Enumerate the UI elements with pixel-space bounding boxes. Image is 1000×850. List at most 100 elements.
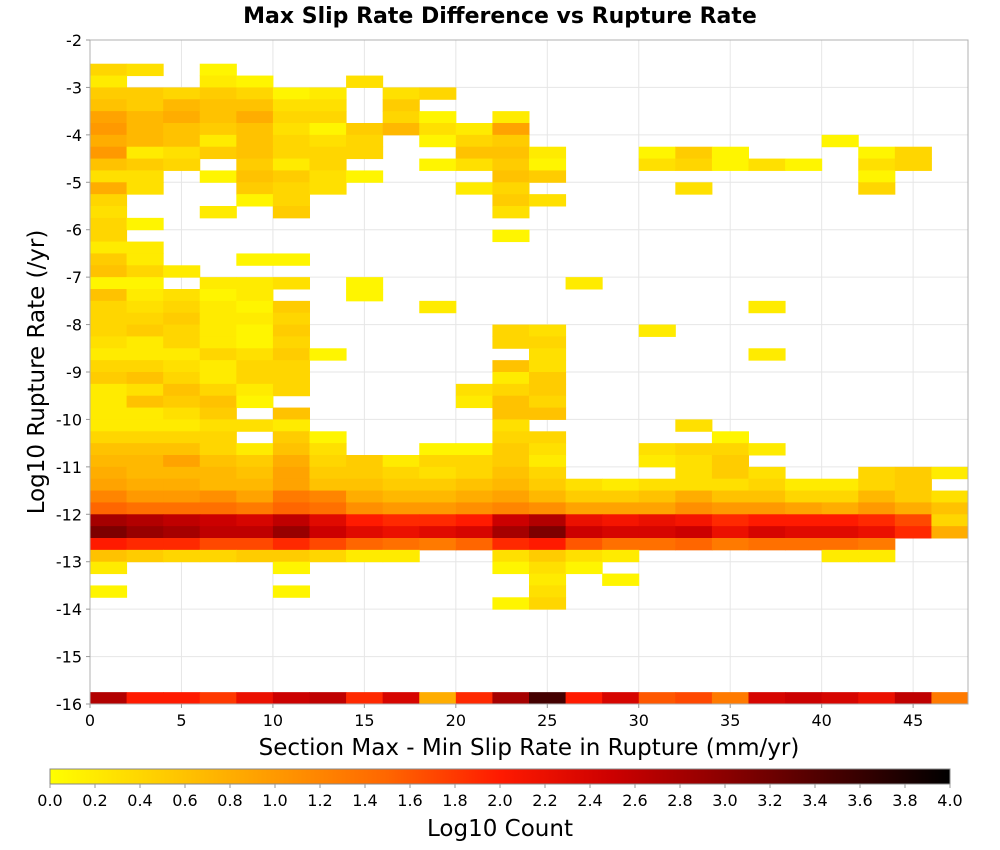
colorbar-ticks: 0.0 0.2 0.4 0.6 0.8 1.0 1.2 1.4 1.6 1.8 2.0 2.2 2.4 2…: [37, 784, 963, 810]
heatmap-cell: [199, 372, 237, 385]
heatmap-cell: [199, 526, 237, 539]
heatmap-cell: [163, 99, 201, 112]
heatmap-cell: [163, 455, 201, 468]
heatmap-cell: [163, 395, 201, 409]
heatmap-cell: [455, 692, 493, 705]
heatmap-cell: [675, 455, 713, 468]
heatmap-cell: [90, 431, 128, 444]
heatmap-cell: [602, 692, 640, 705]
heatmap-cell: [90, 455, 128, 468]
heatmap-cell: [272, 158, 310, 171]
heatmap-cell: [455, 478, 493, 492]
heatmap-cell: [492, 549, 530, 563]
heatmap-cell: [90, 229, 128, 243]
heatmap-cell: [748, 514, 786, 527]
heatmap-cell: [346, 478, 384, 492]
y-tick-label: -3: [66, 78, 82, 97]
heatmap-cell: [711, 443, 749, 456]
heatmap-cell: [382, 455, 420, 468]
heatmap-cell: [90, 443, 128, 456]
heatmap-cell: [492, 336, 530, 349]
heatmap-cell: [858, 466, 896, 480]
heatmap-cell: [675, 466, 713, 480]
heatmap-cell: [309, 526, 347, 539]
heatmap-cell: [126, 300, 164, 314]
y-tick-label: -7: [66, 268, 82, 287]
heatmap-cell: [529, 443, 567, 456]
heatmap-cell: [821, 538, 859, 551]
heatmap-cell: [272, 561, 310, 575]
heatmap-cell: [675, 490, 713, 503]
heatmap-cell: [346, 134, 384, 148]
heatmap-cell: [785, 692, 823, 705]
heatmap-cell: [236, 514, 274, 527]
heatmap-cell: [236, 490, 274, 503]
heatmap-cell: [163, 526, 201, 539]
heatmap-cell: [931, 526, 969, 539]
heatmap-cell: [638, 538, 676, 551]
heatmap-cell: [126, 277, 164, 290]
heatmap-cell: [565, 277, 603, 290]
heatmap-cell: [382, 526, 420, 539]
heatmap-cell: [529, 514, 567, 527]
heatmap-cell: [711, 538, 749, 551]
heatmap-cell: [455, 146, 493, 160]
heatmap-cell: [272, 478, 310, 492]
heatmap-cell: [382, 692, 420, 705]
heatmap-cell: [894, 514, 932, 527]
heatmap-cell: [346, 455, 384, 468]
heatmap-cell: [309, 158, 347, 171]
heatmap-cell: [236, 526, 274, 539]
heatmap-cell: [272, 383, 310, 397]
heatmap-cell: [90, 253, 128, 266]
colorbar-tick-label: 0.2: [82, 791, 107, 810]
y-tick-label: -5: [66, 173, 82, 192]
heatmap-cell: [236, 336, 274, 349]
heatmap-cell: [236, 170, 274, 183]
heatmap-cell: [492, 502, 530, 515]
heatmap-cell: [529, 597, 567, 610]
heatmap-cells: [90, 63, 969, 705]
heatmap-cell: [163, 360, 201, 373]
x-tick-label: 25: [537, 711, 557, 730]
heatmap-cell: [309, 99, 347, 112]
heatmap-cell: [126, 538, 164, 551]
heatmap-cell: [163, 111, 201, 124]
heatmap-cell: [492, 597, 530, 610]
heatmap-cell: [565, 549, 603, 563]
heatmap-cell: [382, 123, 420, 136]
heatmap-cell: [272, 182, 310, 195]
heatmap-cell: [199, 336, 237, 349]
heatmap-cell: [711, 526, 749, 539]
heatmap-cell: [272, 443, 310, 456]
heatmap-cell: [236, 360, 274, 373]
heatmap-cell: [199, 443, 237, 456]
heatmap-cell: [90, 300, 128, 314]
heatmap-cell: [90, 99, 128, 112]
heatmap-cell: [236, 502, 274, 515]
heatmap-cell: [126, 692, 164, 705]
heatmap-cell: [821, 526, 859, 539]
colorbar-tick-label: 3.4: [802, 791, 827, 810]
heatmap-cell: [236, 692, 274, 705]
heatmap-cell: [90, 336, 128, 349]
heatmap-cell: [748, 478, 786, 492]
heatmap-cell: [126, 253, 164, 266]
heatmap-cell: [455, 514, 493, 527]
y-tick-label: -15: [56, 648, 82, 667]
colorbar-tick-label: 2.0: [487, 791, 512, 810]
heatmap-cell: [529, 383, 567, 397]
heatmap-cell: [346, 526, 384, 539]
heatmap-cell: [821, 692, 859, 705]
heatmap-cell: [126, 123, 164, 136]
heatmap-cell: [199, 549, 237, 563]
heatmap-cell: [529, 360, 567, 373]
heatmap-cell: [90, 111, 128, 124]
heatmap-cell: [748, 158, 786, 171]
heatmap-cell: [858, 514, 896, 527]
heatmap-cell: [419, 466, 457, 480]
heatmap-cell: [199, 289, 237, 302]
y-tick-label: -12: [56, 505, 82, 524]
heatmap-cell: [236, 277, 274, 290]
x-tick-label: 35: [720, 711, 740, 730]
